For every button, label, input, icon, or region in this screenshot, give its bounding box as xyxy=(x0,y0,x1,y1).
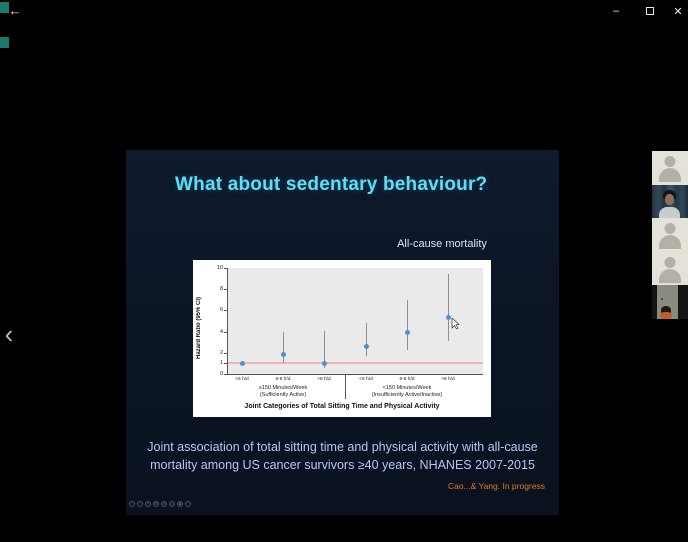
previous-slide-chevron[interactable]: ‹ xyxy=(1,319,17,349)
y-tick xyxy=(224,331,227,333)
forest-plot-chart: 0 1 2 4 6 8 10 <6 h/d 6-8 h/d >8 h/d <6 h/d 6-8 h/d… xyxy=(193,260,491,417)
group-separator xyxy=(345,374,346,399)
data-point xyxy=(404,330,410,336)
x-tick-label: >8 h/d xyxy=(441,377,455,382)
reference-line xyxy=(228,362,483,365)
participant-video-feed xyxy=(652,285,688,319)
ci-bar xyxy=(282,331,284,364)
y-tick xyxy=(224,268,227,269)
citation-line1: Joint association of total sitting time … xyxy=(147,440,538,454)
participant-thumbnail-1[interactable] xyxy=(652,151,688,185)
data-point xyxy=(363,343,369,349)
y-tick xyxy=(224,310,227,312)
group-sublabel: (Sufficiently Active) xyxy=(259,392,307,398)
maximize-button[interactable] xyxy=(638,2,662,20)
chart-caption: All-cause mortality xyxy=(397,238,487,250)
group-label: <150 Minutes/Week xyxy=(382,385,432,391)
x-tick-label: 6-8 h/d xyxy=(399,377,415,382)
person-icon xyxy=(664,223,676,234)
x-tick-label: <6 h/d xyxy=(235,377,249,382)
ci-bar xyxy=(447,274,449,342)
y-tick xyxy=(224,289,227,291)
all-slides-icon[interactable]: ⊞ xyxy=(152,501,160,508)
participant-thumbnail-2[interactable] xyxy=(652,184,688,218)
x-tick-label: >8 h/d xyxy=(317,377,331,382)
avatar-placeholder xyxy=(652,251,688,285)
x-axis-title: Joint Categories of Total Sitting Time a… xyxy=(244,403,440,410)
data-point xyxy=(445,315,451,321)
y-tick-label: 0 xyxy=(219,371,223,377)
avatar-placeholder xyxy=(652,218,688,252)
zoom-icon[interactable]: ⊕ xyxy=(160,501,168,508)
minimize-icon: – xyxy=(612,5,620,17)
citation-line2: mortality among US cancer survivors ≥40 … xyxy=(150,458,535,473)
presenter-toolbar: ‹ › ✎ ⊞ ⊕ ▭ ◉ ⋯ xyxy=(129,501,192,508)
camera-icon[interactable]: ◉ xyxy=(176,501,184,508)
prev-slide-icon[interactable]: ‹ xyxy=(129,501,136,508)
captions-icon[interactable]: ▭ xyxy=(168,501,176,508)
x-axis-line xyxy=(227,374,483,375)
data-point xyxy=(239,360,245,366)
ci-bar xyxy=(323,330,325,368)
next-slide-icon[interactable]: › xyxy=(136,501,144,508)
minimize-button[interactable]: – xyxy=(604,2,628,20)
y-tick xyxy=(224,363,227,365)
shared-presentation-slide: What about sedentary behaviour? All-caus… xyxy=(126,150,559,515)
x-tick-label: <6 h/d xyxy=(359,377,373,382)
y-tick-label: 4 xyxy=(219,328,223,335)
avatar-placeholder xyxy=(652,151,688,185)
maximize-icon xyxy=(646,7,654,15)
plot-area xyxy=(228,268,483,374)
back-icon: ← xyxy=(8,2,22,18)
teal-marker-bottom xyxy=(0,37,9,48)
y-tick-label: 2 xyxy=(219,349,223,356)
chevron-left-icon: ‹ xyxy=(4,319,14,349)
y-tick-label: 8 xyxy=(219,286,223,293)
y-tick xyxy=(224,352,227,354)
x-tick-label: 6-8 h/d xyxy=(275,377,291,382)
y-axis-line xyxy=(227,268,228,374)
y-tick xyxy=(224,374,227,375)
person-icon xyxy=(664,256,676,268)
ci-bar xyxy=(406,299,408,350)
pen-icon[interactable]: ✎ xyxy=(144,501,152,508)
person-icon xyxy=(664,156,676,167)
participant-thumbnail-5[interactable] xyxy=(652,285,688,319)
participant-video-feed xyxy=(652,184,688,218)
close-icon: ✕ xyxy=(673,5,683,18)
data-point xyxy=(321,360,327,366)
y-tick-label: 10 xyxy=(216,265,223,271)
participant-thumbnail-4[interactable] xyxy=(652,251,688,285)
teal-marker-top xyxy=(0,2,9,13)
source-note: Cao...& Yang. In progress xyxy=(447,481,545,491)
citation-text: Joint association of total sitting time … xyxy=(126,438,559,474)
group-label: ≥150 Minutes/Week xyxy=(258,385,308,391)
back-button[interactable]: ← xyxy=(4,0,26,20)
participant-thumbnail-3[interactable] xyxy=(652,218,688,252)
y-tick-label: 1 xyxy=(219,360,223,367)
y-tick-label: 6 xyxy=(219,307,223,314)
group-sublabel: (Insufficiently Active/Inactive) xyxy=(371,392,443,398)
mouse-cursor-icon xyxy=(451,317,460,330)
slide-title: What about sedentary behaviour? xyxy=(175,174,488,195)
y-axis-title: Hazard Ratio (95% CI) xyxy=(196,297,202,360)
data-point xyxy=(280,352,286,358)
more-options-icon[interactable]: ⋯ xyxy=(184,501,192,508)
close-button[interactable]: ✕ xyxy=(668,2,688,20)
ci-bar xyxy=(365,323,367,356)
